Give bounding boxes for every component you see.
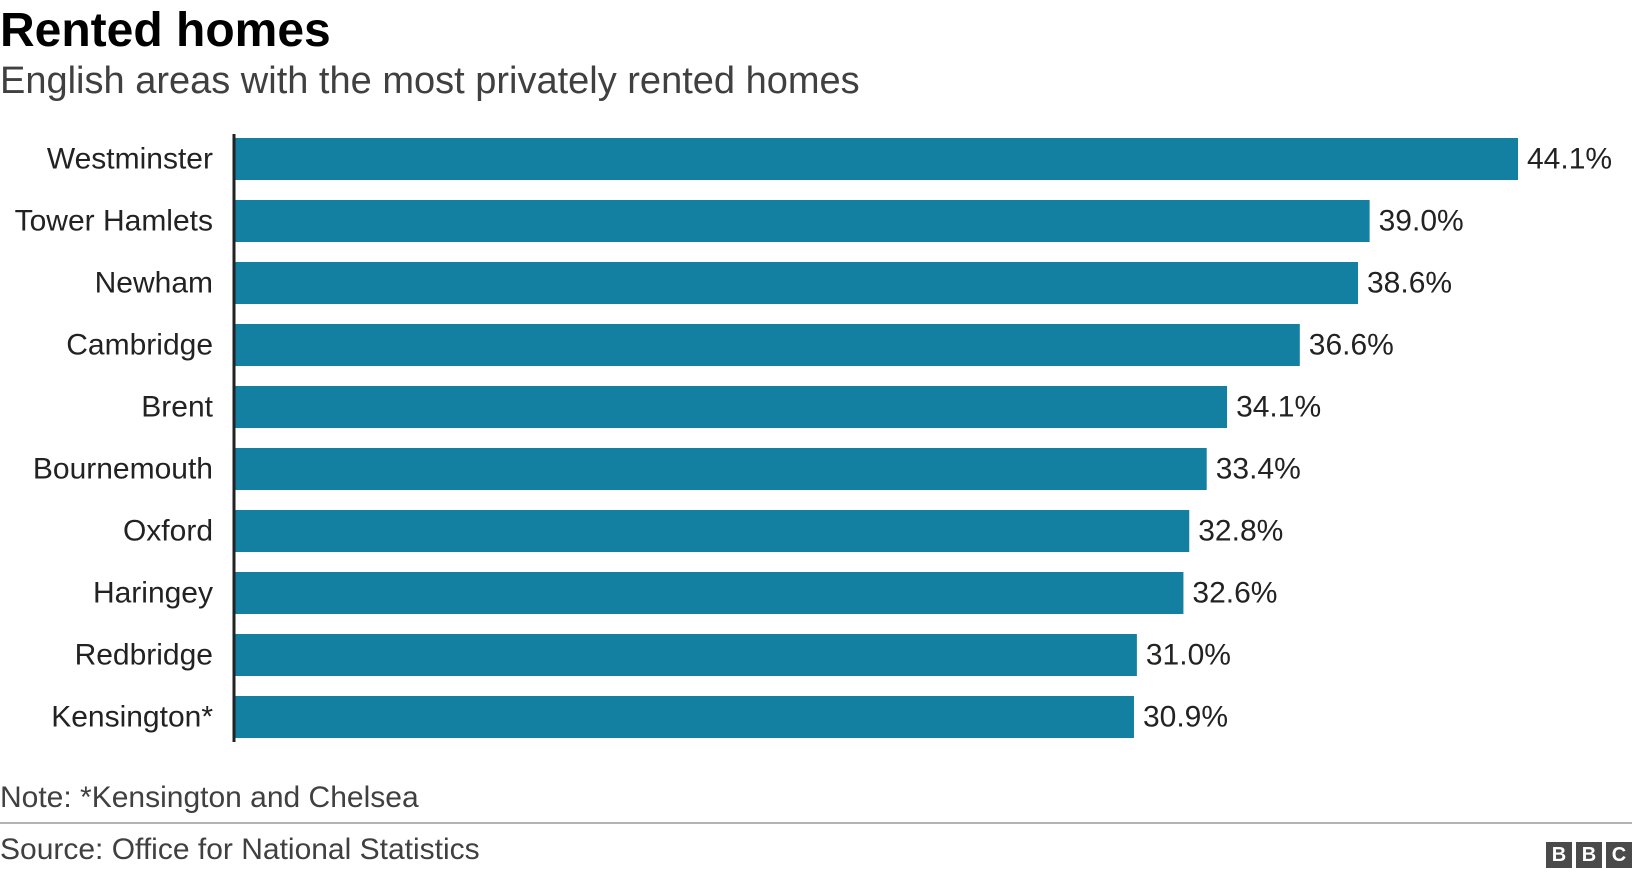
category-label-0: Westminster <box>47 143 213 176</box>
value-label-1: 39.0% <box>1379 205 1464 238</box>
bar-3 <box>235 324 1300 366</box>
category-label-4: Brent <box>141 391 213 424</box>
value-label-5: 33.4% <box>1216 453 1301 486</box>
bar-1 <box>235 200 1370 242</box>
logo-letter-3: C <box>1606 842 1632 868</box>
value-label-0: 44.1% <box>1527 143 1612 176</box>
category-label-6: Oxford <box>123 515 213 548</box>
logo-letter-2: B <box>1576 842 1602 868</box>
chart-title: Rented homes <box>0 4 331 57</box>
value-label-8: 31.0% <box>1146 639 1231 672</box>
value-label-9: 30.9% <box>1143 701 1228 734</box>
bar-4 <box>235 386 1228 428</box>
logo-letter-1: B <box>1546 842 1572 868</box>
bar-5 <box>235 448 1207 490</box>
category-label-7: Haringey <box>93 577 213 610</box>
category-label-9: Kensington* <box>51 701 213 734</box>
category-label-5: Bournemouth <box>33 453 213 486</box>
chart-source: Source: Office for National Statistics <box>0 833 480 866</box>
category-label-8: Redbridge <box>75 639 213 672</box>
bar-0 <box>235 138 1518 180</box>
bbc-logo: B B C <box>1546 842 1632 868</box>
footer-divider <box>0 822 1632 824</box>
value-label-7: 32.6% <box>1192 577 1277 610</box>
chart-note: Note: *Kensington and Chelsea <box>0 781 419 814</box>
value-label-4: 34.1% <box>1236 391 1321 424</box>
bar-2 <box>235 262 1358 304</box>
bar-8 <box>235 634 1137 676</box>
category-label-1: Tower Hamlets <box>15 205 213 238</box>
bar-6 <box>235 510 1190 552</box>
chart-subtitle: English areas with the most privately re… <box>0 60 860 102</box>
value-label-2: 38.6% <box>1367 267 1452 300</box>
value-label-6: 32.8% <box>1198 515 1283 548</box>
value-label-3: 36.6% <box>1309 329 1394 362</box>
category-label-2: Newham <box>95 267 213 300</box>
category-label-3: Cambridge <box>66 329 213 362</box>
bar-9 <box>235 696 1134 738</box>
bar-chart: Westminster 44.1% Tower Hamlets 39.0% Newham… <box>15 134 1612 742</box>
bar-7 <box>235 572 1184 614</box>
